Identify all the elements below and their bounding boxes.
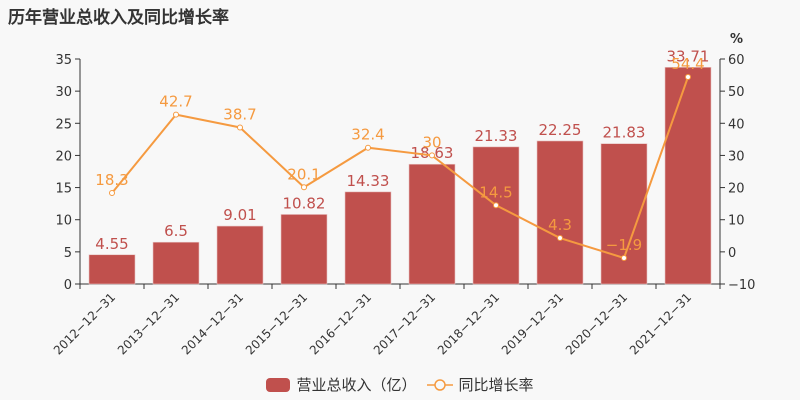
growth-rate-point[interactable] <box>237 124 243 131</box>
revenue-bar[interactable] <box>408 163 456 285</box>
x-axis-tick-label: 2021−12−31 <box>627 290 694 357</box>
x-axis-tick-label: 2019−12−31 <box>499 290 566 357</box>
growth-rate-label: 18.3 <box>95 171 128 189</box>
x-axis-tick-label: 2020−12−31 <box>563 290 630 357</box>
growth-rate-label: 38.7 <box>223 105 256 123</box>
revenue-bar[interactable] <box>88 254 136 285</box>
growth-rate-point[interactable] <box>173 111 179 118</box>
growth-rate-point[interactable] <box>557 235 563 242</box>
revenue-bar-label: 33.71 <box>667 47 710 65</box>
right-axis-tick-label: 0 <box>728 246 736 261</box>
right-axis-tick-label: 20 <box>728 182 745 197</box>
right-axis-tick-label: 60 <box>728 53 745 68</box>
revenue-bar-label: 9.01 <box>223 206 256 224</box>
left-axis-tick-label: 5 <box>64 246 72 261</box>
right-axis-tick-label: 30 <box>728 149 745 164</box>
x-axis-tick-label: 2014−12−31 <box>179 290 246 357</box>
revenue-bar-label: 14.33 <box>347 172 390 190</box>
x-axis-tick-label: 2012−12−31 <box>51 290 118 357</box>
revenue-bar[interactable] <box>472 146 520 285</box>
growth-rate-label: 32.4 <box>351 126 384 144</box>
right-axis-tick-label: 40 <box>728 117 745 132</box>
legend-label-revenue: 营业总收入（亿） <box>296 376 417 394</box>
growth-rate-point[interactable] <box>429 152 435 159</box>
legend-label-growth: 同比增长率 <box>458 376 534 394</box>
growth-rate-label: 42.7 <box>159 93 192 111</box>
growth-rate-line <box>111 76 689 260</box>
growth-rate-label: 20.1 <box>287 165 320 183</box>
revenue-bar[interactable] <box>536 140 584 285</box>
revenue-bar[interactable] <box>344 191 392 285</box>
growth-rate-label: 4.3 <box>548 216 572 234</box>
line-circle-swatch-icon <box>426 378 453 391</box>
x-axis-tick-label: 2015−12−31 <box>243 290 310 357</box>
revenue-bar-label: 22.25 <box>539 121 582 139</box>
revenue-bar[interactable] <box>664 66 712 285</box>
revenue-bar-label: 10.82 <box>283 194 326 212</box>
left-axis-tick-label: 20 <box>55 149 72 164</box>
revenue-bar-label: 21.83 <box>603 124 646 142</box>
growth-rate-point[interactable] <box>685 74 691 80</box>
x-axis-tick-label: 2013−12−31 <box>115 290 182 357</box>
left-axis-tick-label: 0 <box>64 278 72 293</box>
right-axis-unit: % <box>730 32 743 47</box>
right-axis-tick-label: 10 <box>728 214 745 229</box>
growth-rate-label: 30 <box>422 133 441 151</box>
legend-item-revenue[interactable]: 营业总收入（亿） <box>266 374 417 395</box>
left-axis-tick-label: 30 <box>55 85 72 100</box>
growth-rate-label: 14.5 <box>479 183 512 201</box>
x-axis-tick-label: 2017−12−31 <box>371 290 438 357</box>
revenue-bar[interactable] <box>280 214 328 285</box>
revenue-bar-label: 21.33 <box>475 127 518 145</box>
growth-rate-point[interactable] <box>365 144 371 151</box>
bar-swatch-icon <box>266 377 291 392</box>
x-axis-tick-label: 2018−12−31 <box>435 290 502 357</box>
right-axis-tick-label: −10 <box>728 278 755 293</box>
chart-title: 历年营业总收入及同比增长率 <box>8 8 229 28</box>
growth-rate-point[interactable] <box>301 184 307 191</box>
legend-item-growth[interactable]: 同比增长率 <box>426 374 534 395</box>
growth-rate-point[interactable] <box>621 254 627 261</box>
revenue-bar-label: 4.55 <box>95 235 128 253</box>
revenue-bar[interactable] <box>216 225 264 285</box>
revenue-bar-label: 6.5 <box>164 222 188 240</box>
left-axis-tick-label: 25 <box>55 117 72 132</box>
growth-rate-label: 54.4 <box>671 55 704 73</box>
right-axis-tick-label: 50 <box>728 85 745 100</box>
growth-rate-point[interactable] <box>493 202 499 209</box>
left-axis-tick-label: 35 <box>55 53 72 68</box>
growth-rate-label: −1.9 <box>606 236 642 254</box>
revenue-bar[interactable] <box>152 241 200 285</box>
left-axis-tick-label: 10 <box>55 214 72 229</box>
growth-rate-point[interactable] <box>109 190 115 197</box>
x-axis-tick-label: 2016−12−31 <box>307 290 374 357</box>
legend: 营业总收入（亿） 同比增长率 <box>0 374 800 395</box>
left-axis-tick-label: 15 <box>55 182 72 197</box>
